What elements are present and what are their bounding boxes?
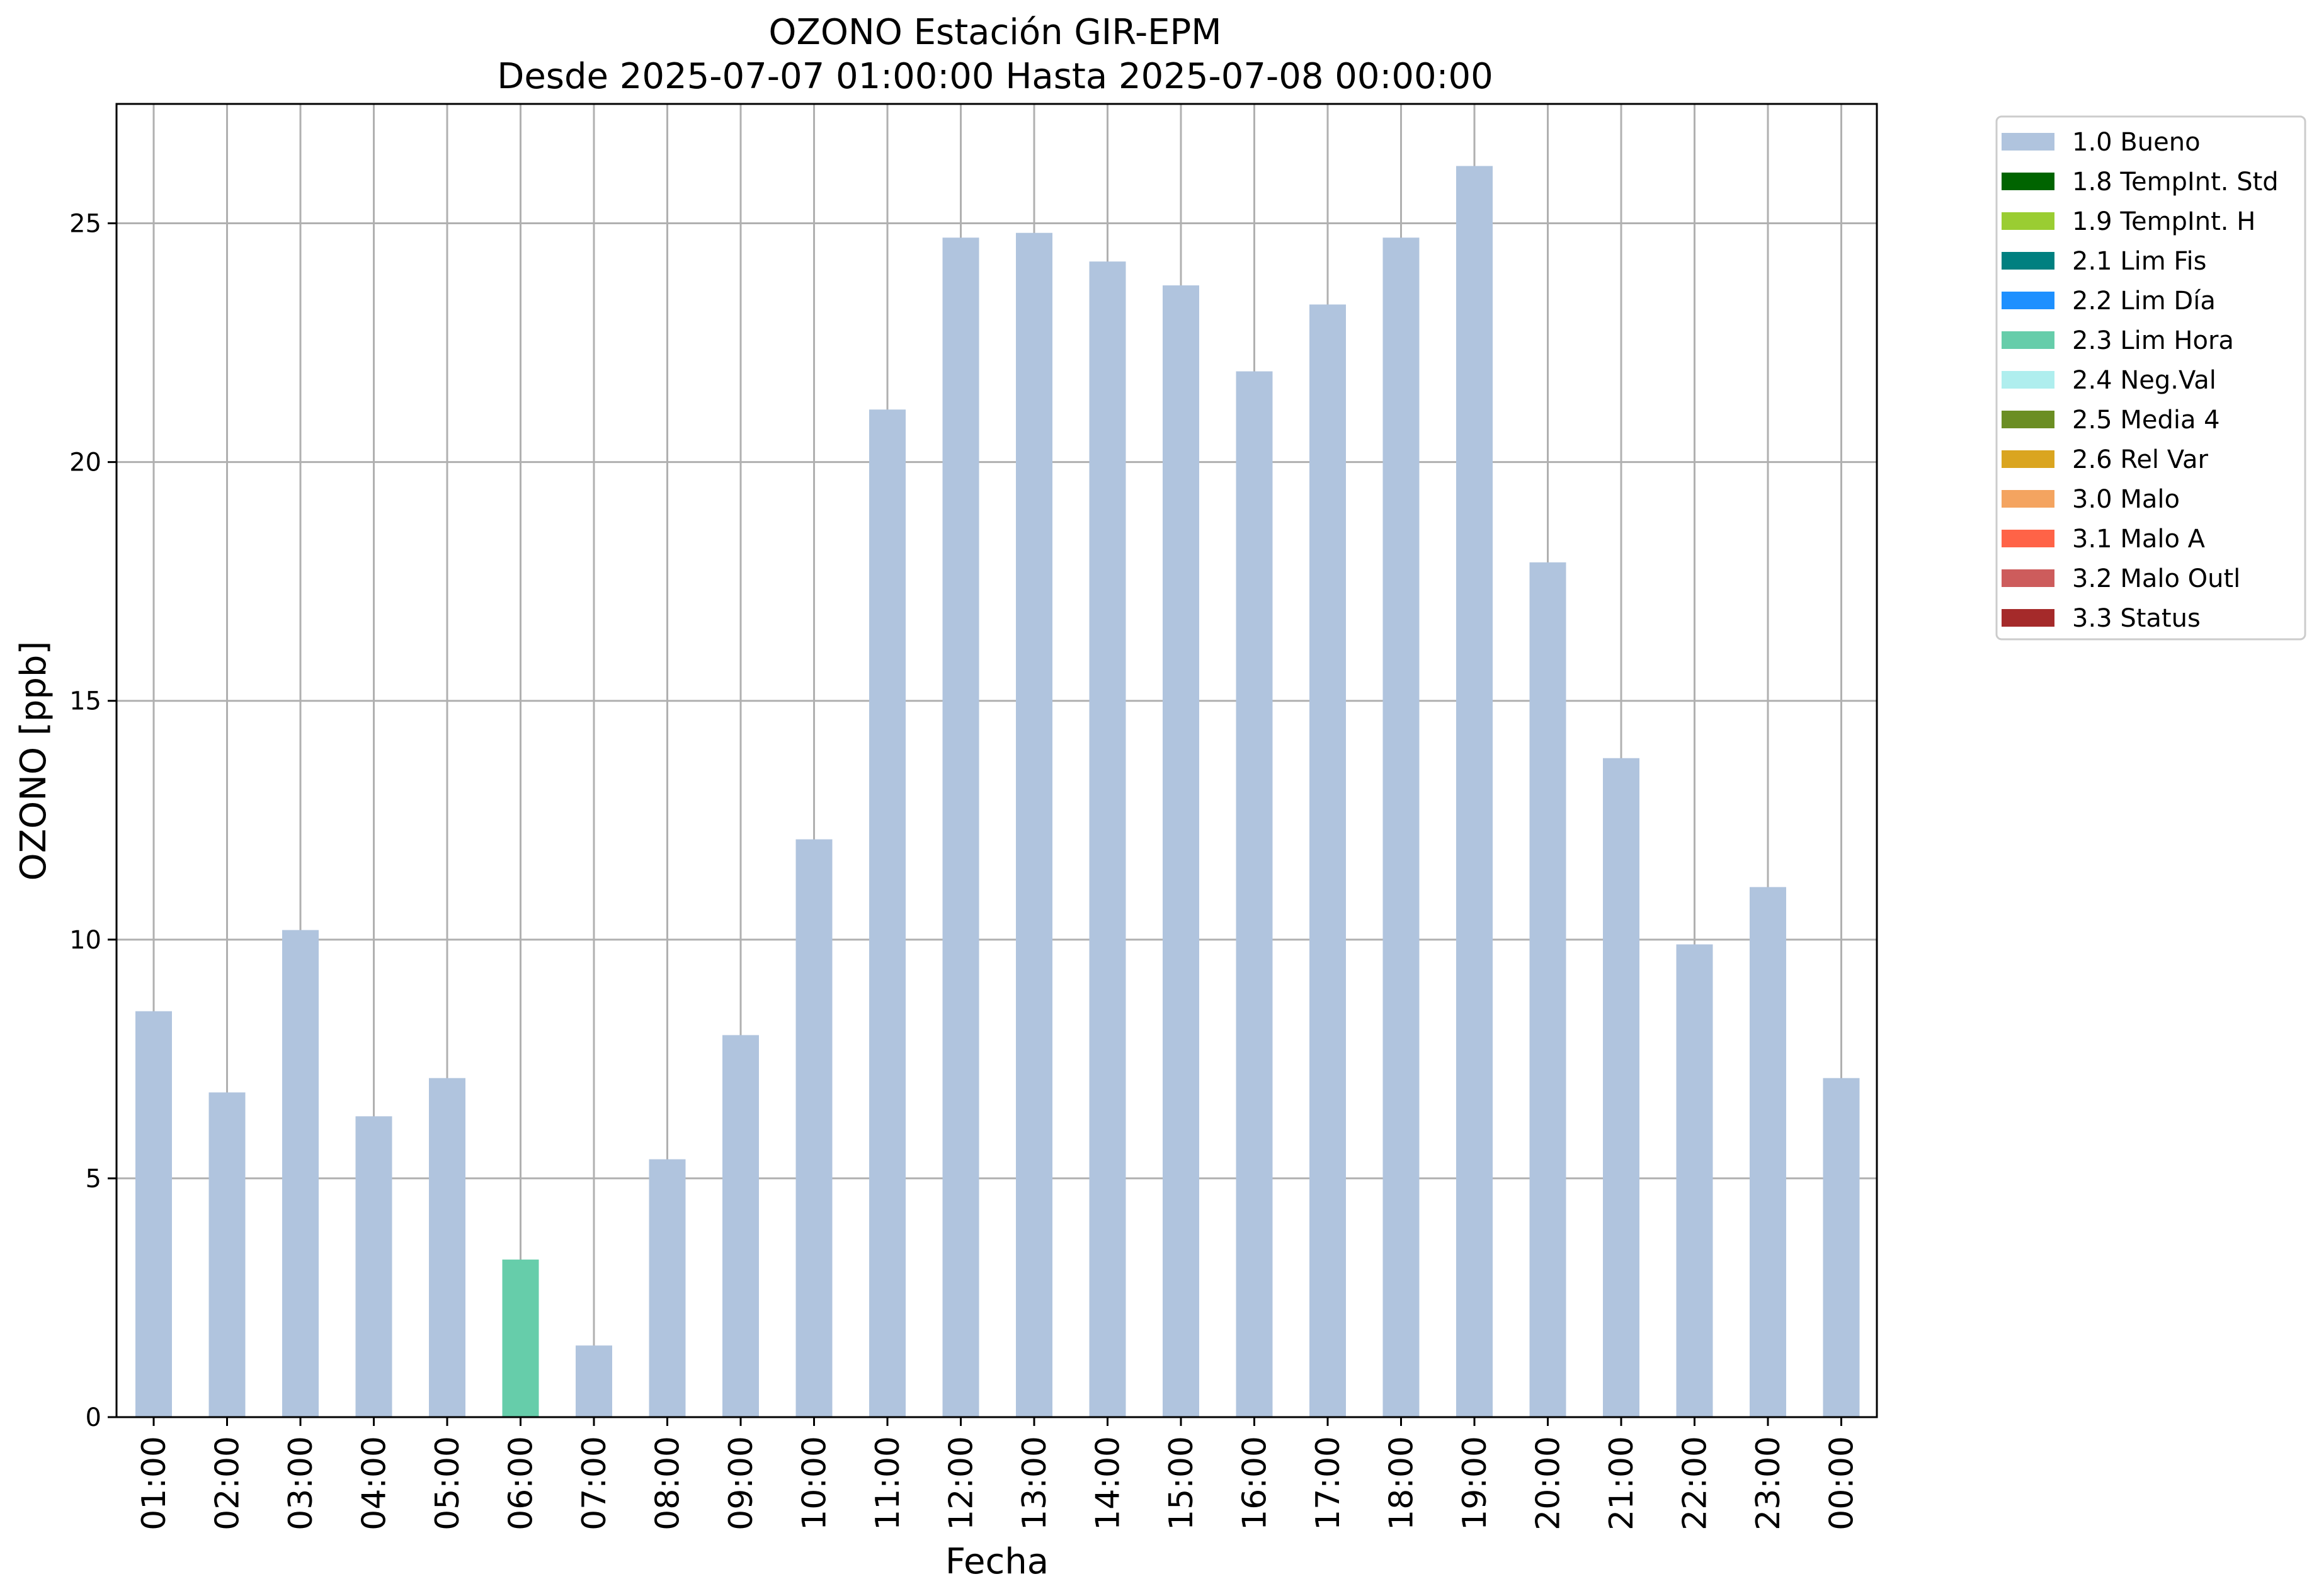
y-tick-label: 20 [69, 448, 101, 477]
chart-subtitle: Desde 2025-07-07 01:00:00 Hasta 2025-07-… [497, 56, 1493, 97]
bar-1600 [1236, 371, 1273, 1418]
bars [135, 166, 1860, 1418]
y-axis: 0 5 10 15 20 25 [69, 210, 117, 1432]
bar-1200 [942, 237, 979, 1418]
legend-swatch [2002, 133, 2054, 151]
bar-0900 [722, 1035, 759, 1417]
legend-swatch [2002, 450, 2054, 468]
bar-1900 [1456, 166, 1493, 1418]
x-axis-label: Fecha [945, 1541, 1049, 1582]
legend-label: 2.6 Rel Var [2072, 445, 2209, 474]
x-tick-label: 04:00 [356, 1436, 394, 1530]
x-tick-label: 02:00 [209, 1436, 247, 1530]
bar-2300 [1750, 887, 1786, 1417]
bar-0300 [282, 930, 319, 1417]
legend-label: 3.1 Malo A [2072, 525, 2206, 554]
bar-0700 [576, 1345, 612, 1417]
bar-0800 [649, 1159, 686, 1417]
legend-swatch [2002, 609, 2054, 627]
legend-swatch [2002, 173, 2054, 190]
legend-swatch [2002, 331, 2054, 349]
y-tick-label: 5 [86, 1165, 101, 1194]
x-tick-label: 17:00 [1309, 1436, 1347, 1530]
x-tick-label: 16:00 [1236, 1436, 1274, 1530]
plot-frame [115, 103, 1878, 1418]
x-tick-label: 10:00 [796, 1436, 834, 1530]
legend-swatch [2002, 212, 2054, 230]
x-tick-label: 06:00 [503, 1436, 540, 1530]
chart-title: OZONO Estación GIR-EPM [768, 12, 1221, 53]
x-tick-label: 07:00 [576, 1436, 613, 1530]
legend-swatch [2002, 411, 2054, 428]
legend-swatch [2002, 530, 2054, 547]
bar-1800 [1382, 237, 1420, 1418]
bar-0400 [355, 1116, 392, 1417]
bar-2200 [1676, 944, 1713, 1417]
legend-label: 3.3 Status [2072, 604, 2201, 633]
x-tick-label: 09:00 [722, 1436, 760, 1530]
y-tick-label: 15 [69, 687, 101, 716]
x-tick-label: 08:00 [649, 1436, 687, 1530]
x-tick-label: 12:00 [943, 1436, 981, 1530]
x-tick-label: 00:00 [1823, 1436, 1861, 1530]
x-tick-label: 15:00 [1163, 1436, 1200, 1530]
x-tick-label: 22:00 [1677, 1436, 1714, 1530]
x-tick-label: 05:00 [429, 1436, 467, 1530]
bar-0000 [1823, 1078, 1860, 1417]
bar-1100 [869, 409, 906, 1418]
legend-swatch [2002, 371, 2054, 389]
x-tick-label: 18:00 [1383, 1436, 1421, 1530]
bar-1000 [795, 839, 833, 1417]
legend-label: 2.3 Lim Hora [2072, 326, 2234, 355]
legend-swatch [2002, 252, 2054, 270]
y-tick-label: 25 [69, 210, 101, 239]
legend-label: 1.0 Bueno [2072, 128, 2201, 157]
x-tick-label: 21:00 [1603, 1436, 1641, 1530]
legend: 1.0 Bueno 1.8 TempInt. Std 1.9 TempInt. H 2… [1995, 115, 2306, 641]
bar-1500 [1163, 285, 1199, 1417]
legend-swatch [2002, 292, 2054, 309]
bar-2100 [1603, 758, 1639, 1417]
y-axis-label: OZONO [ppb] [13, 641, 54, 881]
x-tick-label: 19:00 [1456, 1436, 1494, 1530]
bar-1300 [1016, 232, 1052, 1417]
bar-2000 [1529, 562, 1566, 1418]
legend-label: 2.1 Lim Fis [2072, 247, 2206, 276]
x-tick-label: 20:00 [1530, 1436, 1568, 1530]
legend-label: 1.8 TempInt. Std [2072, 168, 2279, 197]
x-tick-label: 11:00 [869, 1436, 907, 1530]
legend-label: 2.5 Media 4 [2072, 406, 2220, 435]
legend-label: 2.4 Neg.Val [2072, 366, 2216, 395]
legend-swatch [2002, 569, 2054, 587]
legend-label: 3.2 Malo Outl [2072, 564, 2240, 593]
bar-0600 [502, 1259, 539, 1417]
y-tick-label: 0 [86, 1403, 101, 1432]
legend-frame [1995, 115, 2306, 641]
legend-label: 1.9 TempInt. H [2072, 207, 2255, 236]
x-tick-label: 23:00 [1750, 1436, 1787, 1530]
bar-0200 [208, 1092, 246, 1417]
x-tick-label: 01:00 [135, 1436, 173, 1530]
x-tick-label: 14:00 [1090, 1436, 1127, 1530]
legend-swatch [2002, 490, 2054, 508]
x-tick-label: 13:00 [1016, 1436, 1054, 1530]
y-tick-label: 10 [69, 926, 101, 955]
legend-label: 3.0 Malo [2072, 485, 2180, 514]
legend-label: 2.2 Lim Día [2072, 287, 2216, 316]
x-tick-label: 03:00 [282, 1436, 320, 1530]
bar-0100 [135, 1011, 172, 1417]
bar-1700 [1309, 304, 1346, 1417]
bar-0500 [429, 1078, 465, 1417]
x-axis: 01:00 02:00 03:00 04:00 05:00 06:00 07:00 08:00… [135, 1417, 1861, 1530]
bar-1400 [1089, 261, 1126, 1418]
